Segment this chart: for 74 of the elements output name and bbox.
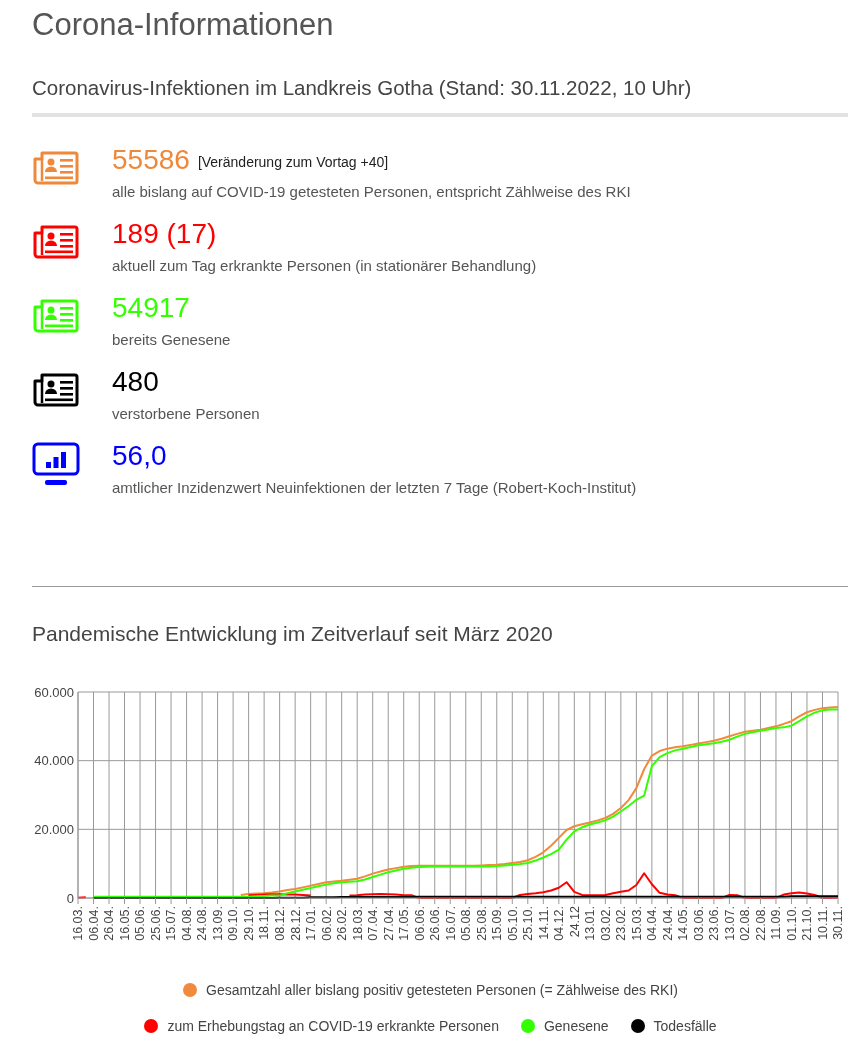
- legend-label: Todesfälle: [653, 1018, 717, 1034]
- x-tick-label: 15.03.: [629, 906, 644, 941]
- x-tick-label: 14.05.: [676, 906, 691, 941]
- category-label: bereits Genesene: [112, 331, 231, 348]
- category-label: aktuell zum Tag erkrankte Personen (in stationärer Behandlung): [112, 257, 537, 274]
- x-tick-label: 28.12.: [288, 906, 303, 941]
- x-tick-label: 05.10.: [505, 906, 520, 941]
- x-tick-label: 04.08.: [179, 906, 194, 941]
- x-tick-label: 24.04.: [660, 906, 675, 941]
- x-tick-label: 08.12.: [273, 906, 288, 941]
- legend-label: Gesamtzahl aller bislang positiv getesteten Personen (= Zählweise des RKI): [206, 982, 678, 998]
- category-label: alle bislang auf COVID-19 getesteten Personen, entspricht Zählweise des RKI: [112, 183, 631, 200]
- x-tick-label: 10.11.: [815, 906, 830, 940]
- x-tick-label: 05.06.: [133, 906, 148, 941]
- x-tick-label: 26.02.: [335, 906, 350, 941]
- x-tick-label: 13.01.: [583, 906, 598, 941]
- text: 55586: [112, 144, 190, 175]
- x-tick-label: 02.08.: [738, 906, 753, 941]
- x-tick-label: 03.06.: [691, 906, 706, 941]
- x-tick-label: 13.07.: [722, 906, 737, 941]
- y-tick-label: 0: [66, 890, 74, 906]
- y-tick-label: 60.000: [34, 684, 74, 700]
- legend-label: Genesene: [543, 1018, 609, 1034]
- y-tick-label: 40.000: [34, 753, 74, 769]
- x-tick-label: 24.12: [567, 905, 582, 938]
- x-tick-label: 24.08.: [195, 906, 210, 941]
- x-tick-label: 29.10.: [241, 906, 256, 941]
- x-tick-label: 09.10.: [226, 906, 241, 941]
- x-tick-label: 17.01.: [304, 906, 319, 941]
- x-tick-label: 06.02.: [319, 906, 334, 941]
- text: 54917: [112, 292, 190, 323]
- x-tick-label: 16.07.: [443, 906, 458, 941]
- x-tick-label: 25.08.: [474, 906, 489, 941]
- x-tick-label: 25.06.: [148, 906, 163, 941]
- text: [Veränderung zum Vortag +40]: [197, 154, 389, 170]
- x-tick-label: 27.04.: [381, 906, 396, 941]
- y-tick-label: 20.000: [34, 821, 74, 837]
- x-tick-label: 30.11.: [831, 906, 846, 940]
- x-tick-label: 16.03.: [71, 906, 86, 941]
- x-tick-label: 23.06.: [707, 906, 722, 941]
- x-tick-label: 18.11.: [257, 906, 272, 940]
- x-tick-label: 14.11.: [536, 906, 551, 940]
- x-tick-label: 22.08.: [753, 906, 768, 941]
- line-series: [239, 706, 839, 896]
- x-tick-label: 06.06.: [412, 906, 427, 941]
- x-tick-label: 21.10.: [800, 906, 815, 941]
- text: 480: [112, 366, 159, 397]
- x-tick-label: 01.10.: [784, 906, 799, 941]
- x-tick-label: 13.09.: [210, 906, 225, 941]
- x-tick-label: 18.03.: [350, 906, 365, 941]
- x-tick-label: 07.04.: [366, 906, 381, 941]
- x-tick-label: 17.05.: [397, 906, 412, 941]
- legend-label: zum Erhebungstag an COVID-19 erkrankte Personen: [167, 1018, 499, 1034]
- line-series: [92, 708, 839, 898]
- x-tick-label: 11.09.: [769, 906, 784, 940]
- x-tick-label: 16.05.: [117, 906, 132, 941]
- x-tick-label: 26.04.: [102, 906, 117, 941]
- text: Corona-Informationen: [32, 7, 334, 42]
- x-tick-label: 04.12.: [552, 906, 567, 941]
- text: Coronavirus-Infektionen im Landkreis Gotha (Stand: 30.11.2022, 10 Uhr): [32, 76, 692, 99]
- x-tick-label: 26.06.: [428, 906, 443, 941]
- x-tick-label: 04.04.: [645, 906, 660, 941]
- category-label: amtlicher Inzidenzwert Neuinfektionen der letzten 7 Tage (Robert-Koch-Institut): [112, 479, 637, 496]
- x-tick-label: 23.02.: [614, 906, 629, 941]
- x-tick-label: 05.08.: [459, 906, 474, 941]
- chart-title: Pandemische Entwicklung im Zeitverlauf seit März 2020: [32, 622, 553, 645]
- x-tick-label: 15.07.: [164, 906, 179, 941]
- x-tick-label: 06.04.: [86, 906, 101, 941]
- text: 56,0: [112, 440, 167, 471]
- x-tick-label: 15.09.: [490, 906, 505, 941]
- x-tick-label: 03.02.: [598, 906, 613, 941]
- text: 189 (17): [112, 218, 217, 249]
- x-tick-label: 25.10.: [521, 906, 536, 941]
- category-label: verstorbene Personen: [112, 405, 260, 422]
